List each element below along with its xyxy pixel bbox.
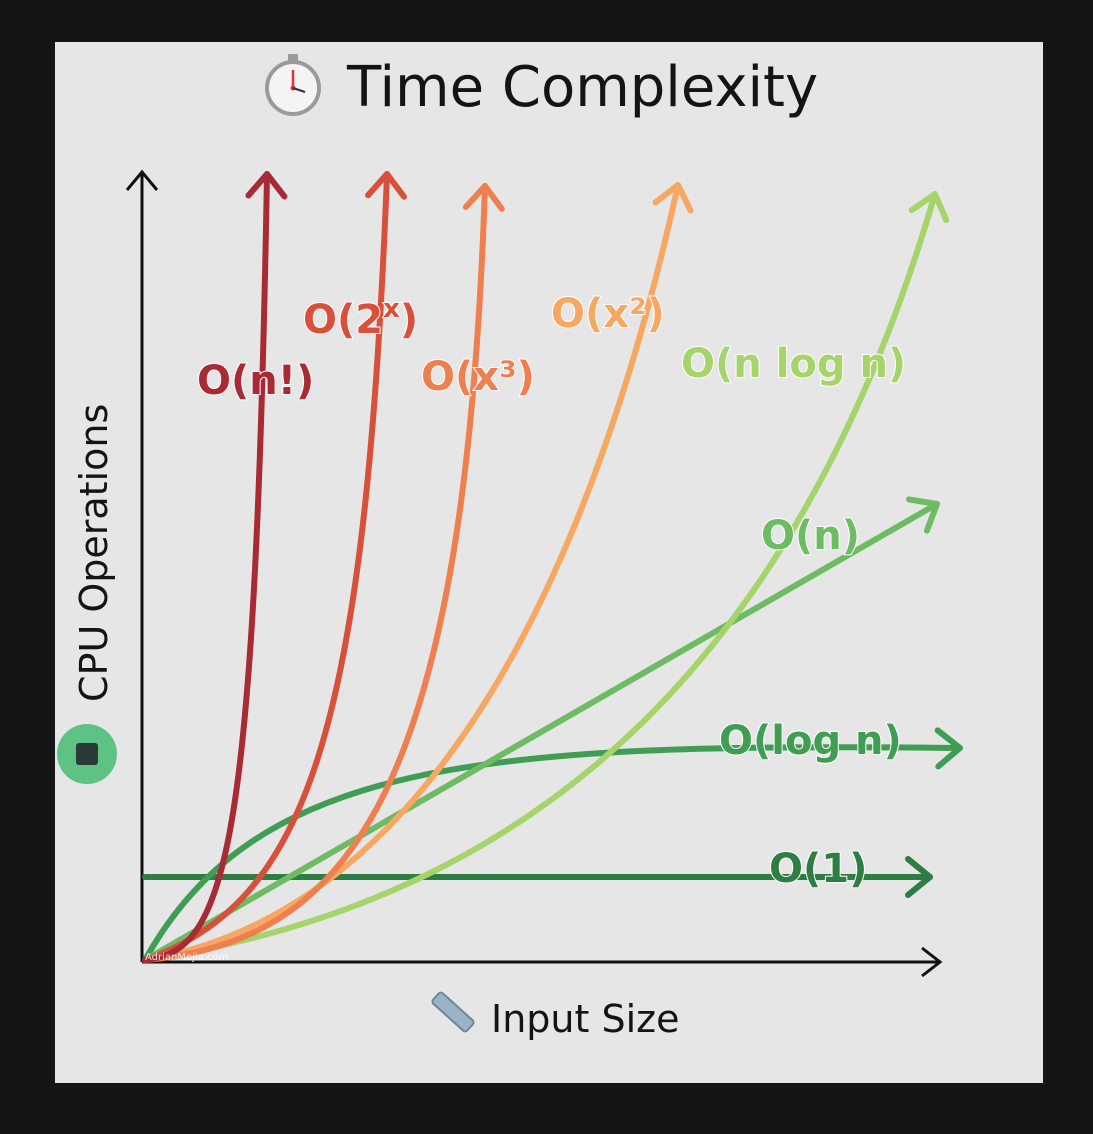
x-axis <box>142 946 943 978</box>
series-labels: O(1) O(log n) O(n) O(n log n) O(x²) O(x³)O(2x… <box>196 290 907 893</box>
stopwatch-icon <box>265 54 321 116</box>
complexity-chart: Time Complexity CPU Operations Input Siz… <box>57 54 963 1041</box>
series-cube <box>142 183 505 963</box>
x-axis-label: Input Size <box>491 997 679 1041</box>
cpu-chip-icon <box>57 724 117 784</box>
arrowhead-fact <box>245 171 288 200</box>
series-fact <box>142 171 288 963</box>
ruler-icon <box>431 991 475 1033</box>
series-label-log: O(log n) <box>719 718 902 764</box>
arrowhead-cube <box>462 183 505 212</box>
chart-frame: Time Complexity CPU Operations Input Siz… <box>55 42 1043 1083</box>
series-log <box>142 727 963 963</box>
y-axis <box>125 169 159 962</box>
series-line-nlogn <box>142 191 938 963</box>
series-nlogn <box>142 191 950 963</box>
arrowhead-linear <box>905 496 940 534</box>
arrowhead-log <box>934 727 963 770</box>
series-square <box>142 182 694 963</box>
series-constant <box>142 856 933 898</box>
series-label-nlogn: O(n log n) <box>681 341 906 387</box>
series-label-square: O(x²) <box>551 291 665 337</box>
series-label-linear: O(n) <box>761 513 860 559</box>
series-line-fact <box>142 171 270 963</box>
series-label-fact: O(n!) <box>197 358 314 404</box>
arrowhead-constant <box>905 856 933 898</box>
series-line-exp <box>142 171 390 963</box>
series-line-linear <box>142 501 940 963</box>
watermark-text: AdrianMejia.com <box>145 952 228 963</box>
arrowhead-square <box>652 182 694 214</box>
series-lines <box>142 171 963 963</box>
series-exp <box>142 171 408 963</box>
series-line-log <box>142 744 963 963</box>
series-line-square <box>142 182 681 963</box>
chart-title: Time Complexity <box>346 55 818 120</box>
arrowhead-nlogn <box>908 191 950 224</box>
series-line-cube <box>142 183 488 963</box>
series-linear <box>142 496 940 963</box>
y-axis-label: CPU Operations <box>72 404 116 702</box>
series-label-exp: O(2x) <box>303 294 418 343</box>
series-label-constant: O(1) <box>769 846 867 892</box>
series-label-cube: O(x³) <box>421 354 535 400</box>
arrowhead-exp <box>365 171 408 200</box>
